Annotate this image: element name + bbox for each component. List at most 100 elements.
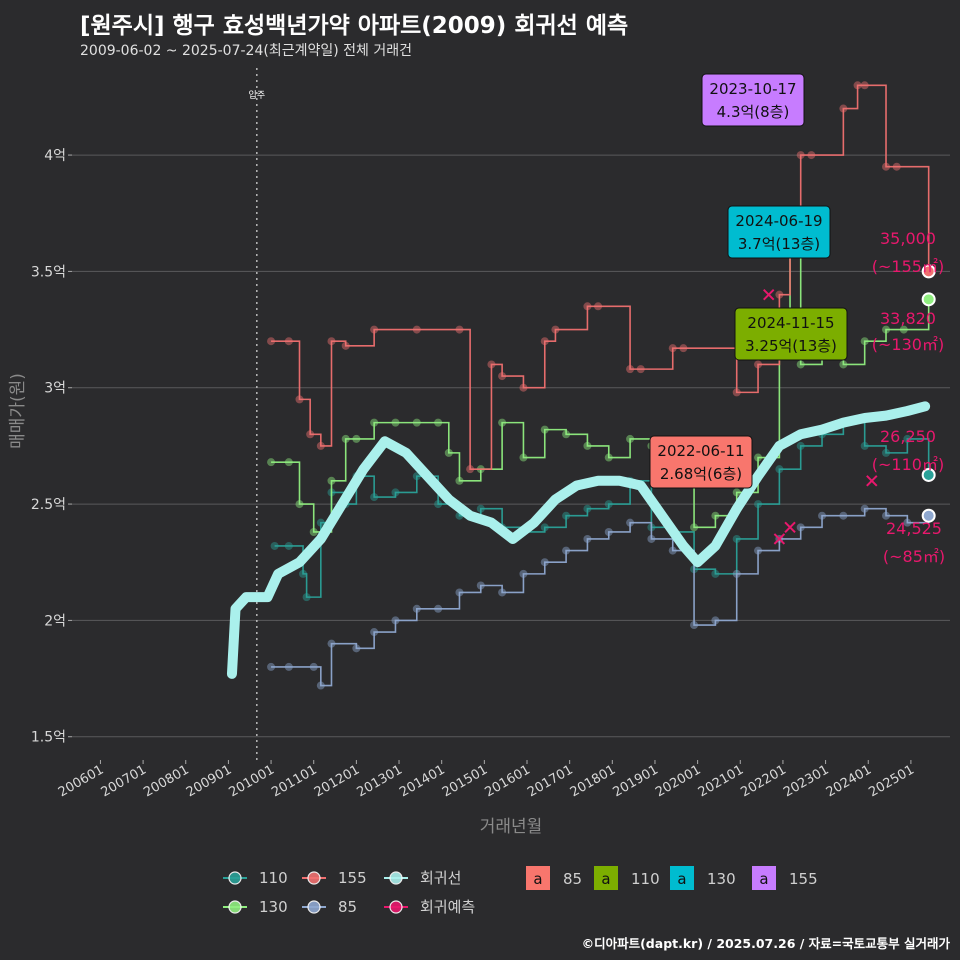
y-axis-label: 매매가(원) [8, 373, 28, 449]
data-point-85 [668, 546, 677, 555]
legend-point-swatch [389, 871, 403, 885]
data-point-85 [434, 604, 443, 613]
data-point-155 [306, 430, 315, 439]
data-point-85 [316, 681, 325, 690]
x-tick-label: 200601 [56, 762, 106, 800]
x-tick-label: 202301 [781, 762, 831, 800]
legend-box-glyph: a [759, 870, 768, 888]
data-point-110 [299, 569, 308, 578]
prediction-marker [784, 521, 796, 534]
x-tick-label: 201801 [568, 762, 618, 800]
end-area-label: (~155㎡) [872, 257, 944, 276]
data-point-155 [860, 81, 869, 90]
data-point-85 [711, 616, 720, 625]
prediction-marker [773, 533, 786, 545]
legend-point-swatch [307, 871, 321, 885]
callout-date: 2024-11-15 [747, 314, 834, 332]
data-point-110 [391, 488, 400, 497]
regression-line [226, 401, 931, 679]
legend-box-swatch [594, 866, 618, 890]
legend-box-glyph: a [601, 870, 610, 888]
x-tick-label: 200701 [99, 762, 149, 800]
data-point-85 [796, 523, 805, 532]
data-point-130 [309, 527, 318, 536]
legend-box-glyph: a [677, 870, 686, 888]
callout-price: 4.3억(8층) [717, 103, 790, 121]
data-point-155 [412, 325, 421, 334]
x-tick-label: 202101 [696, 762, 746, 800]
data-point-85 [604, 527, 613, 536]
data-point-155 [327, 337, 336, 346]
data-point-85 [455, 588, 464, 597]
data-point-85 [540, 558, 549, 567]
callout-box [727, 205, 831, 259]
series-line-110 [274, 421, 930, 598]
x-tick-label: 200901 [184, 762, 234, 800]
data-point-155 [498, 372, 507, 381]
legend-label: 110 [259, 869, 288, 887]
data-point-130 [434, 418, 443, 427]
data-point-110 [562, 511, 571, 520]
y-tick-label: 1.5억 [31, 730, 66, 746]
data-point-85 [327, 639, 336, 648]
series-line-85 [271, 507, 930, 687]
legend-point-swatch [228, 900, 242, 914]
data-point-110 [270, 541, 279, 550]
data-point-110 [711, 569, 720, 578]
end-value-label: 24,525 [886, 519, 942, 538]
data-point-85 [882, 511, 891, 520]
end-value-label: 33,820 [880, 309, 936, 328]
legend-box-swatch [752, 866, 776, 890]
data-point-130 [583, 441, 592, 450]
data-point-110 [732, 534, 741, 543]
end-value-label: 35,000 [880, 229, 936, 248]
data-point-85 [267, 662, 276, 671]
x-tick-label: 201201 [312, 762, 362, 800]
data-point-85 [754, 546, 763, 555]
data-point-155 [540, 337, 549, 346]
data-point-130 [444, 448, 453, 457]
chart-title: [원주시] 행구 효성백년가약 아파트(2009) 회귀선 예측 [80, 13, 629, 39]
x-tick-label: 201401 [397, 762, 447, 800]
legend-point-swatch [228, 871, 242, 885]
x-tick-label: 201101 [269, 762, 319, 800]
y-tick-label: 3.5억 [31, 264, 66, 280]
data-point-85 [284, 662, 293, 671]
data-point-155 [583, 302, 592, 311]
data-point-155 [487, 360, 496, 369]
data-point-110 [796, 441, 805, 450]
data-point-130 [352, 434, 361, 443]
data-point-110 [583, 504, 592, 513]
data-point-110 [754, 500, 763, 509]
prediction-marker [866, 475, 878, 487]
data-point-110 [903, 434, 912, 443]
prediction-marker [763, 288, 775, 301]
data-point-155 [295, 395, 304, 404]
data-point-85 [352, 644, 361, 653]
legend-box-swatch [670, 866, 694, 890]
x-tick-label: 202201 [738, 762, 788, 800]
y-tick-label: 2.5억 [31, 497, 66, 513]
data-point-155 [626, 365, 635, 374]
data-point-85 [860, 504, 869, 513]
end-area-label: (~110㎡) [872, 455, 944, 474]
legend-box-label: 110 [631, 870, 660, 888]
data-point-85 [370, 628, 379, 637]
data-point-130 [899, 325, 908, 334]
x-tick-label: 201001 [227, 762, 277, 800]
x-tick-label: 201601 [483, 762, 533, 800]
data-point-155 [267, 337, 276, 346]
data-point-110 [604, 500, 613, 509]
data-point-110 [540, 523, 549, 532]
data-point-155 [519, 383, 528, 392]
data-point-110 [882, 448, 891, 457]
data-point-155 [892, 162, 901, 171]
chart-footer: ©디아파트(dapt.kr) / 2025.07.26 / 자료=국토교통부 실… [581, 936, 950, 951]
data-point-130 [690, 523, 699, 532]
legend-label: 회귀선 [420, 869, 461, 887]
x-tick-label: 200801 [141, 762, 191, 800]
data-point-85 [626, 518, 635, 527]
data-point-155 [796, 151, 805, 160]
data-point-110 [370, 493, 379, 502]
